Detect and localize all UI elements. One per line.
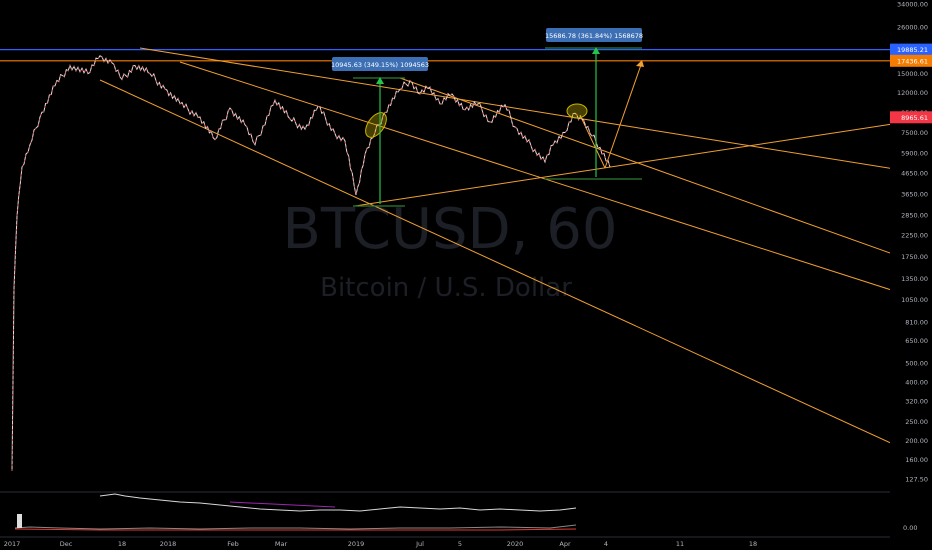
time-tick-label: Apr [559,540,571,548]
price-tick-label: 1050.00 [901,296,928,304]
volume-spike [17,514,22,528]
time-tick-label: Dec [60,540,73,548]
price-tick-label: 2850.00 [901,211,928,219]
time-tick-label: Mar [275,540,288,548]
price-tick-label: 15000.00 [897,70,928,78]
price-tick-label: 3650.00 [901,190,928,198]
price-tick-label: 160.00 [905,456,928,464]
price-tick-label: 127.50 [905,476,928,484]
watermark-description: Bitcoin / U.S. Dollar [320,273,572,303]
time-tick-label: 2020 [507,540,524,548]
time-tick-label: Jul [415,540,424,548]
price-tick-label: 400.00 [905,378,928,386]
price-tick-label: 250.00 [905,418,928,426]
time-tick-label: Feb [227,540,239,548]
oscillator-tick: 0.00 [903,524,917,532]
price-tick-label: 650.00 [905,337,928,345]
measurement-2-label: 15686.78 (361.84%) 1568678 [545,32,643,40]
price-tick-label: 1350.00 [901,275,928,283]
time-tick-label: 18 [749,540,757,548]
price-label: 19885.21 [897,46,928,54]
price-tick-label: 12000.00 [897,89,928,97]
measurement-1-label: 10945.63 (349.15%) 1094563 [331,61,429,69]
time-tick-label: 2018 [160,540,177,548]
watermark-symbol: BTCUSD, 60 [283,197,618,262]
price-tick-label: 1750.00 [901,253,928,261]
time-tick-label: 2017 [4,540,21,548]
highlight-ellipse[interactable] [567,104,587,118]
time-tick-label: 5 [458,540,462,548]
price-tick-label: 34000.00 [897,1,928,9]
price-tick-label: 320.00 [905,397,928,405]
time-tick-label: 2019 [348,540,365,548]
price-tick-label: 5900.00 [901,149,928,157]
price-tick-label: 200.00 [905,437,928,445]
price-tick-label: 7500.00 [901,129,928,137]
price-label: 8965.61 [901,114,928,122]
time-tick-label: 18 [118,540,126,548]
price-tick-label: 500.00 [905,359,928,367]
price-tick-label: 4650.00 [901,170,928,178]
time-tick-label: 11 [676,540,684,548]
price-label: 17436.61 [897,57,928,65]
price-tick-label: 810.00 [905,318,928,326]
price-tick-label: 2250.00 [901,231,928,239]
price-tick-label: 26000.00 [897,23,928,31]
time-tick-label: 4 [604,540,608,548]
